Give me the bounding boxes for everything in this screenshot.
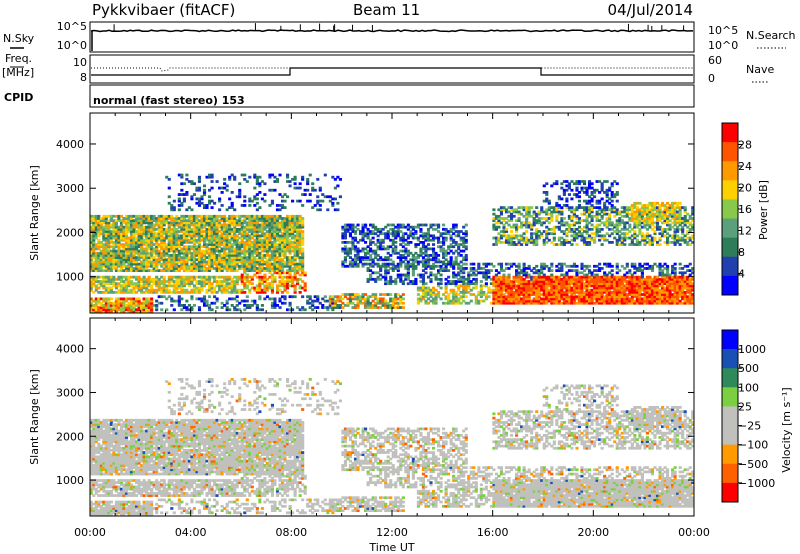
freq-label: Freq. xyxy=(5,52,32,65)
freq-panel-frame xyxy=(89,54,695,84)
nave-tick-high: 60 xyxy=(708,54,722,67)
nsky-label: N.Sky xyxy=(3,32,35,45)
nsearch-tick-low: 10^0 xyxy=(708,39,738,52)
velocity-ylabel: Slant Range [km] xyxy=(28,369,41,465)
nave-tick-low: 0 xyxy=(708,72,715,85)
date-title: 04/Jul/2014 xyxy=(608,1,693,19)
nsky-tick-high: 10^5 xyxy=(57,20,87,33)
x-axis-label: Time UT xyxy=(368,541,414,554)
station-title: Pykkvibaer (fitACF) xyxy=(92,1,235,19)
power-colorbar-label: Power [dB] xyxy=(757,180,770,240)
freq-trace xyxy=(91,67,693,76)
freq-tick-low: 8 xyxy=(80,71,87,84)
nave-label: Nave xyxy=(746,63,774,76)
beam-title: Beam 11 xyxy=(353,1,420,19)
freq-tick-high: 10 xyxy=(73,56,87,69)
power-ylabel: Slant Range [km] xyxy=(28,165,41,261)
cpid-text: normal (fast stereo) 153 xyxy=(93,94,245,107)
cpid-label: CPID xyxy=(4,91,33,104)
nsky-trace xyxy=(90,23,693,51)
freq-unit: [MHz] xyxy=(2,66,34,79)
nsearch-label: N.Search xyxy=(746,29,796,42)
velocity-heatmap xyxy=(89,378,695,517)
cpid-panel-frame xyxy=(89,84,695,108)
power-heatmap xyxy=(89,173,695,314)
nsky-panel-frame xyxy=(89,21,695,53)
nsearch-tick-high: 10^5 xyxy=(708,24,738,37)
nsky-tick-low: 10^0 xyxy=(57,39,87,52)
velocity-colorbar-label: Velocity [m s⁻¹] xyxy=(780,387,793,472)
x-axis-tick-labels: 00:00 04:00 08:00 12:00 16:00 20:00 00:00 xyxy=(74,526,710,539)
